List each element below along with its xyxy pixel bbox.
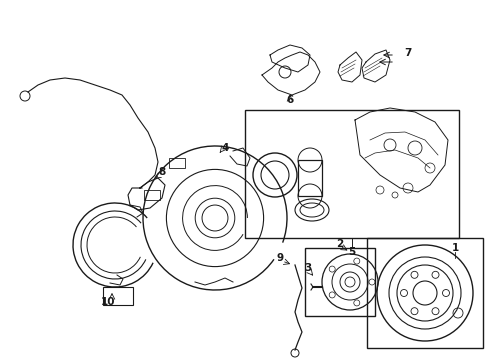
Text: 10: 10 [101,297,115,307]
Text: 9: 9 [276,253,283,263]
Bar [244,110,458,238]
Text: 5: 5 [347,247,355,257]
Text: 4: 4 [221,143,228,153]
Bar [144,190,160,200]
Bar [103,287,133,305]
Text: 2: 2 [336,239,343,249]
Bar [305,248,374,316]
Text: 7: 7 [404,48,411,58]
Text: 3: 3 [304,263,311,273]
Text: 6: 6 [286,95,293,105]
Text: 1: 1 [450,243,458,253]
Text: 8: 8 [158,167,165,177]
Bar [366,238,482,348]
Bar [297,160,321,196]
Bar [168,158,184,168]
